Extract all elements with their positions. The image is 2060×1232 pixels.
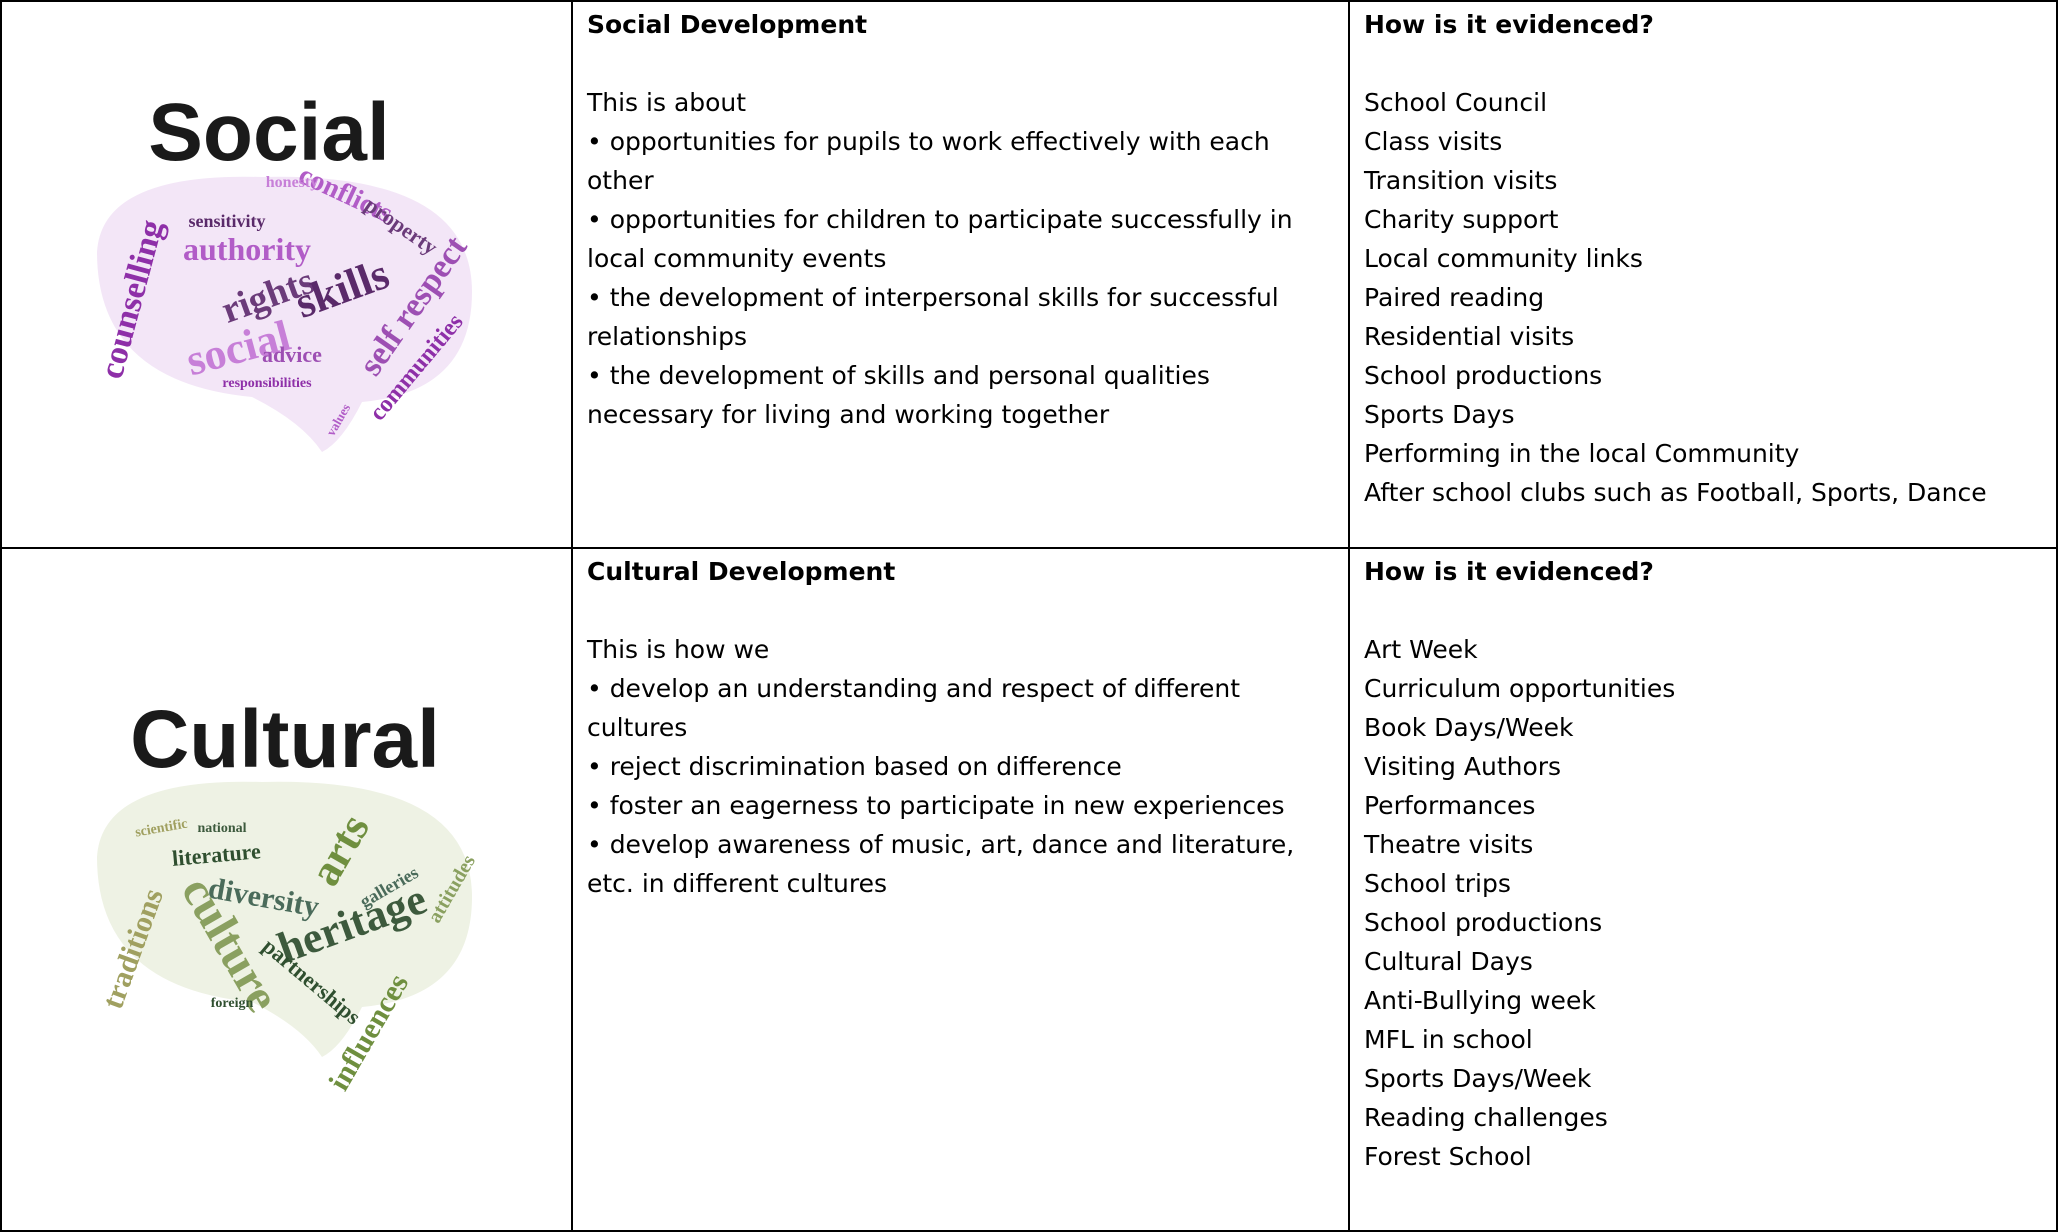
- heading: How is it evidenced?: [1364, 557, 1654, 586]
- cloud-word: advice: [262, 342, 322, 367]
- spacer: [587, 44, 1334, 83]
- cloud-word: sensitivity: [188, 211, 265, 231]
- evidence-item: After school clubs such as Football, Spo…: [1364, 478, 1987, 507]
- evidence-item: School trips: [1364, 869, 1511, 898]
- cloud-word: authority: [183, 231, 311, 267]
- evidence-item: Sports Days: [1364, 400, 1515, 429]
- spacer: [587, 591, 1334, 630]
- evidence-item: Class visits: [1364, 127, 1503, 156]
- evidence-item: Reading challenges: [1364, 1103, 1608, 1132]
- evidence-item: Curriculum opportunities: [1364, 674, 1676, 703]
- evidence-item: Theatre visits: [1364, 830, 1534, 859]
- bullet: • the development of interpersonal skill…: [587, 283, 1279, 351]
- cloud-word: national: [197, 821, 246, 836]
- spacer: [1364, 44, 2042, 83]
- description-cell: Social Development This is about • opportu…: [571, 0, 1350, 549]
- evidence-item: Paired reading: [1364, 283, 1545, 312]
- cloud-word: foreign: [211, 996, 254, 1011]
- evidence-item: Cultural Days: [1364, 947, 1533, 976]
- evidence-item: Art Week: [1364, 635, 1478, 664]
- evidence-item: Performing in the local Community: [1364, 439, 1800, 468]
- evidence-item: School Council: [1364, 88, 1548, 117]
- evidence-item: School productions: [1364, 908, 1603, 937]
- evidence-item: Sports Days/Week: [1364, 1064, 1592, 1093]
- bullet: • develop awareness of music, art, dance…: [587, 830, 1295, 898]
- word-cloud-title: Cultural: [130, 694, 440, 785]
- cloud-word: responsibilities: [222, 376, 312, 391]
- heading: Social Development: [587, 10, 868, 39]
- evidence-item: School productions: [1364, 361, 1603, 390]
- evidence-item: Visiting Authors: [1364, 752, 1562, 781]
- bullet: • reject discrimination based on differe…: [587, 752, 1122, 781]
- heading: How is it evidenced?: [1364, 10, 1654, 39]
- evidence-item: Forest School: [1364, 1142, 1532, 1171]
- image-cell: Social counselling authority rights social sk…: [0, 0, 573, 549]
- evidence-item: Anti-Bullying week: [1364, 986, 1596, 1015]
- description-cell: Cultural Development This is how we • deve…: [571, 547, 1350, 1232]
- bullet: • develop an understanding and respect o…: [587, 674, 1241, 742]
- spacer: [1364, 591, 2042, 630]
- bullet: • foster an eagerness to participate in …: [587, 791, 1285, 820]
- bullet: • opportunities for children to particip…: [587, 205, 1293, 273]
- bullet: • the development of skills and personal…: [587, 361, 1210, 429]
- cloud-shape: [97, 176, 472, 452]
- word-cloud-title: Social: [148, 87, 390, 178]
- heading: Cultural Development: [587, 557, 896, 586]
- intro: This is how we: [587, 635, 770, 664]
- image-cell: Cultural literature arts diversity culture he…: [0, 547, 573, 1232]
- evidence-item: Book Days/Week: [1364, 713, 1574, 742]
- evidence-cell: How is it evidenced? Art Week Curriculum o…: [1348, 547, 2058, 1232]
- evidence-cell: How is it evidenced? School Council Class …: [1348, 0, 2058, 549]
- evidence-item: Residential visits: [1364, 322, 1575, 351]
- intro: This is about: [587, 88, 747, 117]
- cloud-shape: [97, 781, 472, 1057]
- evidence-item: Local community links: [1364, 244, 1643, 273]
- bullet: • opportunities for pupils to work effec…: [587, 127, 1270, 195]
- evidence-item: Charity support: [1364, 205, 1559, 234]
- evidence-item: Performances: [1364, 791, 1536, 820]
- evidence-item: MFL in school: [1364, 1025, 1533, 1054]
- cloud-word: honesty: [266, 174, 318, 191]
- evidence-item: Transition visits: [1364, 166, 1558, 195]
